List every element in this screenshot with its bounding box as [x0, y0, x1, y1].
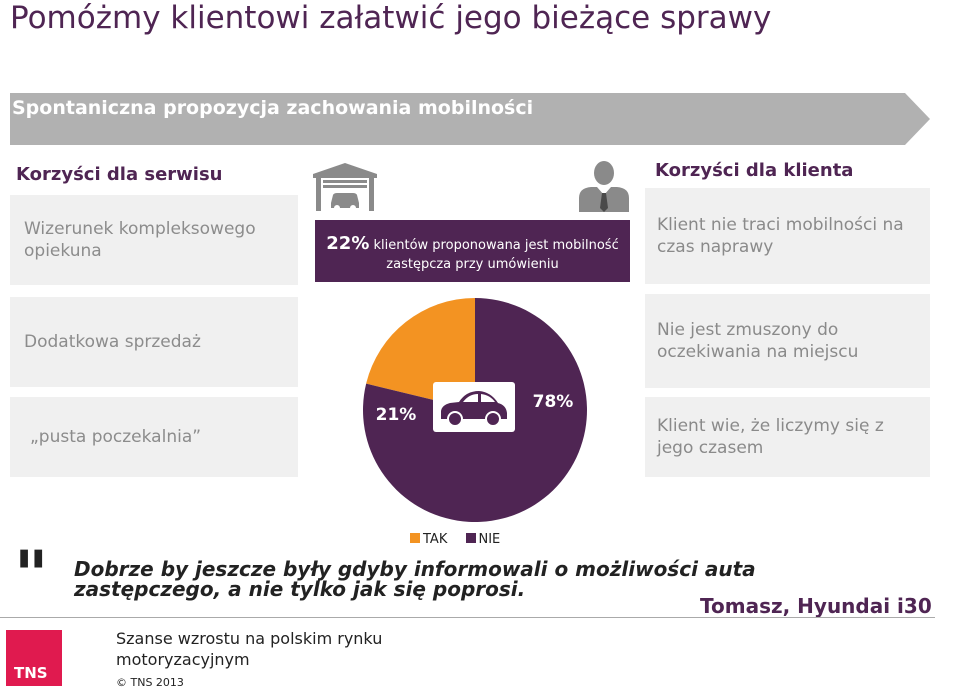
right-benefit-2: Nie jest zmuszony do oczekiwania na miej…: [645, 294, 930, 388]
right-heading: Korzyści dla klienta: [655, 160, 854, 181]
stat-text: klientów proponowana jest mobilność zast…: [373, 238, 619, 272]
copyright: © TNS 2013: [116, 676, 184, 689]
left-heading: Korzyści dla serwisu: [16, 164, 223, 185]
tns-logo-text: TNS: [14, 664, 48, 682]
left-benefit-3: „pusta poczekalnia”: [10, 397, 298, 477]
legend-label-nie: NIE: [478, 532, 501, 547]
quote-author: Tomasz, Hyundai i30: [700, 594, 932, 618]
banner-arrow-shape: [10, 93, 930, 145]
legend-swatch-nie: [465, 533, 476, 543]
right-benefit-1: Klient nie traci mobilności na czas napr…: [645, 188, 930, 284]
businessman-icon: [579, 161, 629, 212]
legend-swatch-tak: [410, 533, 420, 543]
quote-mark-icon: ": [14, 537, 49, 614]
customer-quote: Dobrze by jeszcze były gdyby informowali…: [74, 557, 756, 601]
pie-label-tak: 21%: [376, 405, 417, 425]
legend-label-tak: TAK: [423, 532, 448, 547]
stat-percent: 22%: [326, 233, 370, 254]
banner-label: Spontaniczna propozycja zachowania mobil…: [12, 97, 534, 119]
garage-icon: [313, 163, 377, 211]
car-icon: [433, 382, 515, 432]
right-benefit-3: Klient wie, że liczymy się z jego czasem: [645, 397, 930, 477]
banner: Spontaniczna propozycja zachowania mobil…: [10, 93, 930, 145]
tns-logo: TNS: [6, 630, 62, 686]
left-benefit-1: Wizerunek kompleksowego opiekuna: [10, 195, 298, 285]
footer-divider: [0, 617, 935, 618]
left-benefit-2: Dodatkowa sprzedaż: [10, 297, 298, 387]
footer-title: Szanse wzrostu na polskim rynku motoryza…: [116, 629, 383, 669]
page-title: Pomóżmy klientowi załatwić jego bieżące …: [10, 0, 772, 36]
chart-legend: TAK NIE: [410, 532, 500, 547]
stat-box: 22% klientów proponowana jest mobilność …: [315, 220, 630, 282]
pie-label-nie: 78%: [533, 392, 574, 412]
